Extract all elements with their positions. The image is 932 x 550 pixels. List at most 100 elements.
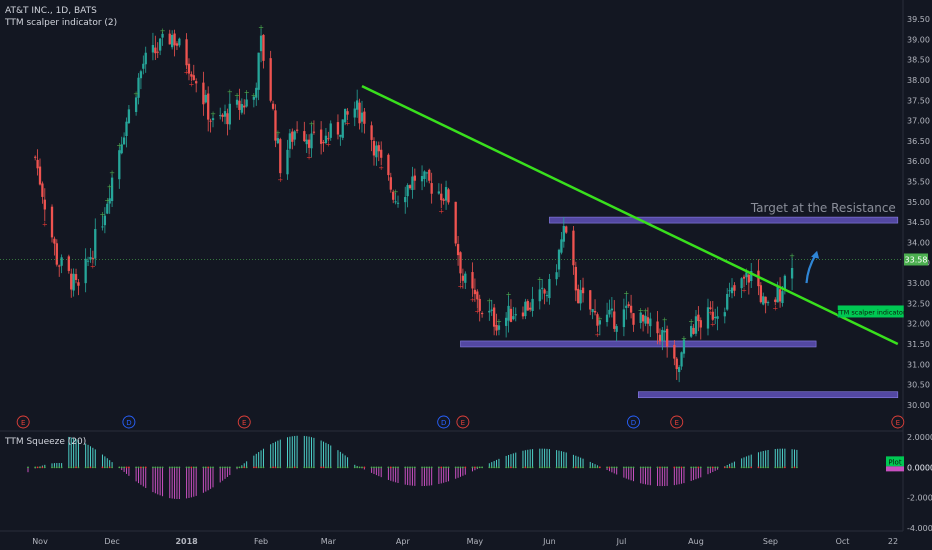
scalper-marker: + xyxy=(470,296,476,304)
scalper-marker: + xyxy=(688,318,694,326)
scalper-marker: + xyxy=(104,197,110,205)
squeeze-dot xyxy=(733,466,736,469)
squeeze-dot xyxy=(726,466,729,469)
squeeze-dot xyxy=(286,466,289,469)
candle-body xyxy=(682,339,686,354)
candle-body xyxy=(36,159,39,169)
candle-body xyxy=(245,99,248,107)
squeeze-dot xyxy=(137,466,140,469)
squeeze-dot xyxy=(608,466,611,469)
squeeze-dot xyxy=(387,466,390,469)
candle-body xyxy=(389,177,392,190)
squeeze-dot xyxy=(353,466,356,469)
candle-body xyxy=(742,276,746,279)
candle-body xyxy=(709,307,712,310)
squeeze-dot xyxy=(493,466,496,469)
squeeze-dot xyxy=(498,466,500,469)
candle-body xyxy=(622,309,626,328)
squeeze-dot xyxy=(538,466,541,469)
squeeze-dot xyxy=(423,466,426,469)
candle-body xyxy=(307,139,311,148)
candle-body xyxy=(279,139,282,174)
candle-body xyxy=(459,252,462,274)
squeeze-dot xyxy=(219,466,222,469)
dividend-marker[interactable] xyxy=(437,415,451,429)
candle-body xyxy=(312,131,316,133)
squeeze-dot xyxy=(459,466,462,469)
scalper-marker: + xyxy=(537,276,543,284)
candle-body xyxy=(757,270,760,287)
squeeze-dot xyxy=(310,466,313,469)
squeeze-dot xyxy=(34,466,37,469)
candle-body xyxy=(187,63,191,74)
scalper-marker: + xyxy=(438,207,444,215)
dividend-marker[interactable] xyxy=(627,415,640,429)
candle-body xyxy=(53,238,56,244)
candle-body xyxy=(608,309,611,315)
candle-body xyxy=(437,191,441,194)
squeeze-dot xyxy=(481,466,484,469)
squeeze-dot xyxy=(91,466,94,469)
squeeze-dot xyxy=(510,466,512,469)
candle-body xyxy=(360,112,364,122)
candle-body xyxy=(598,320,602,325)
price-zone xyxy=(460,340,817,348)
scalper-marker: + xyxy=(681,334,687,342)
earnings-marker[interactable] xyxy=(16,415,30,429)
squeeze-dot xyxy=(27,466,29,469)
squeeze-dot xyxy=(135,466,138,469)
scalper-marker: + xyxy=(458,282,464,290)
candle-body xyxy=(411,176,414,191)
candle-body xyxy=(658,334,662,342)
candle-body xyxy=(538,289,541,302)
candle-body xyxy=(572,230,575,266)
candle-body xyxy=(72,273,75,291)
plot-badge xyxy=(886,456,904,467)
squeeze-dot xyxy=(582,466,584,469)
indicator-legend[interactable]: TTM scalper indicator (2) xyxy=(5,18,118,28)
scalper-marker: + xyxy=(345,119,351,127)
squeeze-dot xyxy=(363,466,366,469)
squeeze-dot xyxy=(41,466,44,469)
scalper-marker: + xyxy=(325,141,331,149)
earnings-marker[interactable] xyxy=(670,415,684,429)
squeeze-dot xyxy=(238,466,241,469)
candle-body xyxy=(524,301,527,317)
scalper-marker: + xyxy=(184,68,190,76)
candle-body xyxy=(716,316,719,319)
squeeze-dot xyxy=(454,466,457,469)
candle-body xyxy=(396,202,400,204)
dividend-marker[interactable] xyxy=(122,415,136,429)
candle-body xyxy=(504,317,508,326)
candle-body xyxy=(219,115,222,117)
squeeze-dot xyxy=(625,466,628,469)
earnings-marker[interactable] xyxy=(891,415,905,429)
trendline-layer xyxy=(361,84,899,346)
squeeze-dot xyxy=(574,466,577,469)
symbol-legend[interactable]: AT&T INC., 1D, BATS xyxy=(5,6,97,16)
candle-body xyxy=(271,103,275,109)
candle-body xyxy=(675,358,678,370)
price-tick-label: 35.50 xyxy=(907,178,930,187)
earnings-marker[interactable] xyxy=(456,415,470,429)
squeeze-legend[interactable]: TTM Squeeze (20) xyxy=(5,437,87,447)
squeeze-dot xyxy=(120,466,123,469)
candle-body xyxy=(711,311,714,320)
candle-body xyxy=(629,305,633,313)
squeeze-dot xyxy=(337,466,339,469)
squeeze-dot xyxy=(783,466,786,469)
squeeze-dot xyxy=(740,466,743,469)
squeeze-dot xyxy=(380,466,383,469)
candle-body xyxy=(774,299,777,302)
earnings-marker[interactable] xyxy=(237,415,251,429)
scalper-marker: + xyxy=(234,92,240,100)
event-label: D xyxy=(126,419,131,427)
candle-body xyxy=(428,169,431,181)
candle-body xyxy=(192,75,195,81)
scalper-marker: + xyxy=(741,286,747,294)
candle-body xyxy=(730,287,734,294)
candle-body xyxy=(690,326,693,337)
event-label: E xyxy=(896,419,900,427)
scalper-marker: + xyxy=(306,154,312,162)
